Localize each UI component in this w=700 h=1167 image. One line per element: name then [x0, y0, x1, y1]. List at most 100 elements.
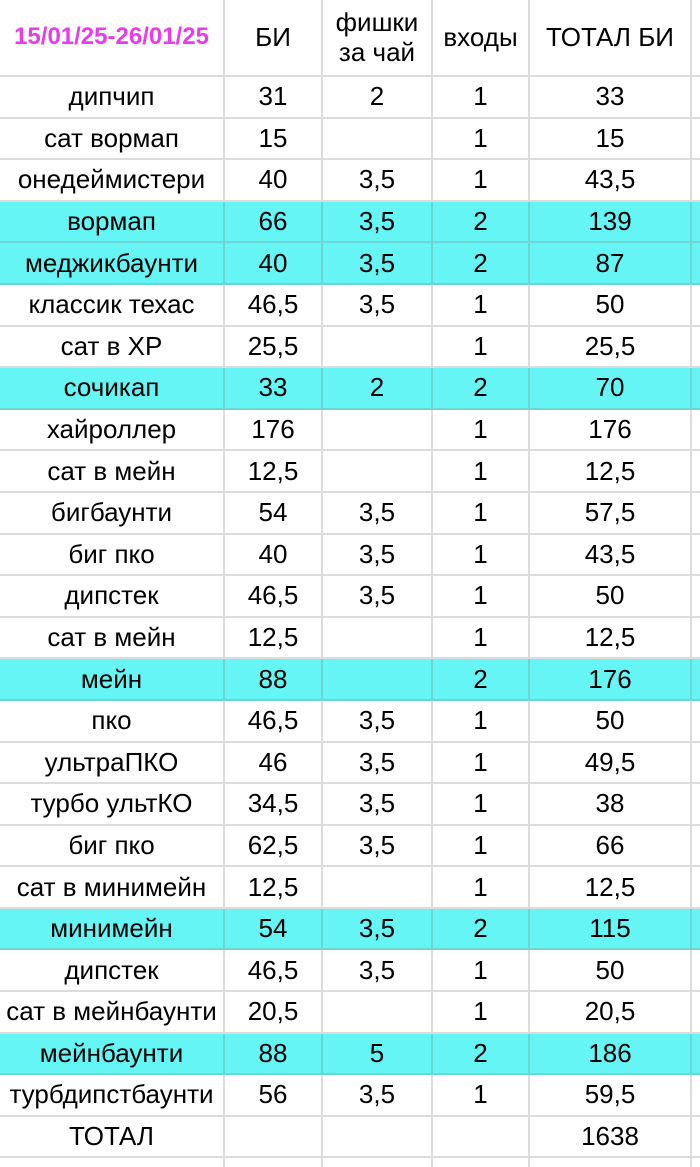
cell-entries[interactable]: 1: [433, 784, 530, 826]
cell-bi[interactable]: 46,5: [225, 700, 323, 743]
cell-bi[interactable]: 15: [225, 118, 323, 161]
cell-tournament-name[interactable]: пко: [0, 700, 225, 743]
cell-tournament-name[interactable]: мейн: [0, 659, 225, 701]
cell-entries[interactable]: 1: [433, 992, 530, 1034]
cell-bi[interactable]: 176: [225, 409, 323, 452]
cell-entries[interactable]: 2: [433, 1033, 530, 1076]
cell-sliver[interactable]: [692, 119, 700, 161]
cell-bi[interactable]: 12,5: [225, 867, 323, 909]
header-date-range-cell[interactable]: 15/01/25-26/01/25: [0, 0, 225, 77]
cell-tournament-name[interactable]: сат вормап: [0, 118, 225, 161]
cell-tournament-name[interactable]: турбдипстбаунти: [0, 1075, 225, 1117]
cell-sliver[interactable]: [692, 327, 700, 369]
cell-bi[interactable]: 46,5: [225, 576, 323, 618]
cell-entries[interactable]: 1: [433, 160, 530, 202]
cell-tournament-name[interactable]: турбо ультКО: [0, 784, 225, 826]
cell-bi[interactable]: 40: [225, 160, 323, 202]
cell-tournament-name[interactable]: сат в ХР: [0, 326, 225, 369]
cell-tournament-name[interactable]: хайроллер: [0, 409, 225, 452]
cell-chips-for-tea[interactable]: 5: [323, 1033, 433, 1076]
cell-tournament-name[interactable]: онедеймистери: [0, 160, 225, 202]
cell-bi[interactable]: 54: [225, 492, 323, 535]
cell-sliver[interactable]: [692, 701, 700, 743]
cell-tournament-name[interactable]: мейнбаунти: [0, 1033, 225, 1076]
cell-bi[interactable]: 62,5: [225, 825, 323, 868]
cell-sliver[interactable]: [692, 743, 700, 785]
cell-sliver[interactable]: [692, 535, 700, 577]
cell-entries[interactable]: 1: [433, 326, 530, 369]
cell-bi[interactable]: 40: [225, 534, 323, 577]
cell-total-bi[interactable]: 25,5: [530, 326, 692, 369]
cell-entries[interactable]: 2: [433, 368, 530, 410]
cell-chips-for-tea[interactable]: 2: [323, 368, 433, 410]
cell-sliver[interactable]: [692, 950, 700, 993]
cell-bi[interactable]: 54: [225, 908, 323, 951]
cell-entries[interactable]: 1: [433, 77, 530, 119]
cell-sliver[interactable]: [692, 1033, 700, 1076]
cell-bi[interactable]: 46,5: [225, 284, 323, 327]
cell-tournament-name[interactable]: сат в минимейн: [0, 867, 225, 909]
cell-total-bi[interactable]: 50: [530, 950, 692, 993]
cell-sliver[interactable]: [692, 201, 700, 244]
cell-total-bi[interactable]: 20,5: [530, 992, 692, 1034]
cell-chips-for-tea[interactable]: 3,5: [323, 742, 433, 785]
cell-entries[interactable]: 1: [433, 825, 530, 868]
cell-total-bi[interactable]: 12,5: [530, 451, 692, 493]
cell-chips-for-tea[interactable]: 3,5: [323, 243, 433, 285]
cell-sliver[interactable]: [692, 410, 700, 452]
cell-entries[interactable]: 1: [433, 867, 530, 909]
header-sliver-cell[interactable]: [692, 0, 700, 77]
cell-chips-for-tea[interactable]: [323, 326, 433, 369]
cell-bi[interactable]: 66: [225, 201, 323, 244]
cell-tournament-name[interactable]: дипстек: [0, 950, 225, 993]
cell-sliver[interactable]: [692, 1075, 700, 1117]
header-col-total-bi[interactable]: ТОТАЛ БИ: [530, 0, 692, 77]
cell-entries[interactable]: 1: [433, 1075, 530, 1117]
cell-entries[interactable]: 1: [433, 617, 530, 660]
cell-bi[interactable]: 46: [225, 742, 323, 785]
cell-tournament-name[interactable]: сат в мейн: [0, 451, 225, 493]
cell-bi[interactable]: 56: [225, 1075, 323, 1117]
cell-chips-for-tea[interactable]: [323, 409, 433, 452]
cell-tournament-name[interactable]: биг пко: [0, 534, 225, 577]
header-col-entries[interactable]: входы: [433, 0, 530, 77]
cell-bi[interactable]: 31: [225, 77, 323, 119]
cell-sliver[interactable]: [692, 867, 700, 909]
cell-entries[interactable]: 2: [433, 243, 530, 285]
cell-chips-for-tea[interactable]: [323, 1116, 433, 1159]
cell-chips-for-tea[interactable]: [323, 451, 433, 493]
empty-cell[interactable]: [225, 1158, 323, 1167]
cell-total-bi[interactable]: 43,5: [530, 534, 692, 577]
cell-entries[interactable]: 1: [433, 742, 530, 785]
cell-chips-for-tea[interactable]: 3,5: [323, 950, 433, 993]
cell-entries[interactable]: 1: [433, 409, 530, 452]
cell-tournament-name[interactable]: сочикап: [0, 368, 225, 410]
cell-tournament-name[interactable]: меджикбаунти: [0, 243, 225, 285]
cell-sliver[interactable]: [692, 576, 700, 618]
cell-chips-for-tea[interactable]: [323, 617, 433, 660]
cell-chips-for-tea[interactable]: 3,5: [323, 908, 433, 951]
cell-total-bi[interactable]: 139: [530, 201, 692, 244]
cell-bi[interactable]: 33: [225, 368, 323, 410]
cell-total-bi[interactable]: 50: [530, 576, 692, 618]
cell-sliver[interactable]: [692, 368, 700, 410]
cell-tournament-name[interactable]: вормап: [0, 201, 225, 244]
cell-bi[interactable]: 25,5: [225, 326, 323, 369]
cell-chips-for-tea[interactable]: 2: [323, 77, 433, 119]
cell-sliver[interactable]: [692, 908, 700, 951]
cell-sliver[interactable]: [692, 784, 700, 826]
cell-entries[interactable]: 1: [433, 950, 530, 993]
cell-total-bi[interactable]: 70: [530, 368, 692, 410]
cell-bi[interactable]: 12,5: [225, 617, 323, 660]
cell-tournament-name[interactable]: дипчип: [0, 77, 225, 119]
cell-sliver[interactable]: [692, 160, 700, 202]
cell-total-bi[interactable]: 50: [530, 284, 692, 327]
cell-chips-for-tea[interactable]: 3,5: [323, 160, 433, 202]
cell-chips-for-tea[interactable]: 3,5: [323, 576, 433, 618]
cell-total-bi[interactable]: 12,5: [530, 617, 692, 660]
cell-tournament-name[interactable]: классик техас: [0, 284, 225, 327]
cell-sliver[interactable]: [692, 826, 700, 868]
cell-sliver[interactable]: [692, 618, 700, 660]
cell-tournament-name[interactable]: бигбаунти: [0, 492, 225, 535]
cell-chips-for-tea[interactable]: 3,5: [323, 534, 433, 577]
